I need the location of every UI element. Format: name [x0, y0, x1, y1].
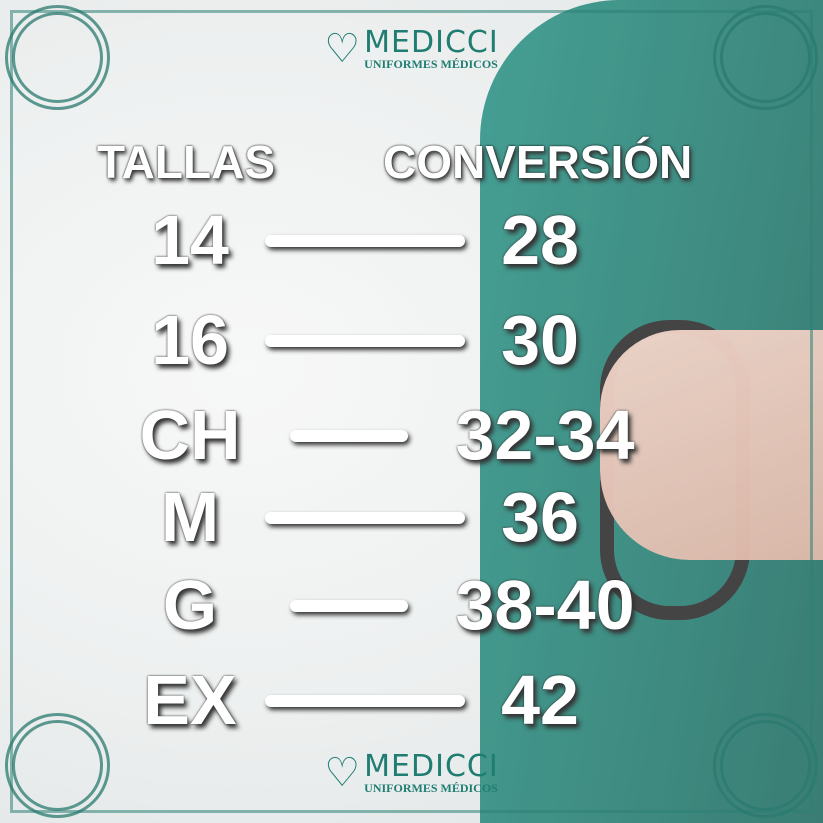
- ornament-corner: [713, 5, 818, 110]
- nurse-arm-photo: [600, 330, 823, 560]
- size-row: 16 30: [151, 301, 579, 379]
- ornament-corner: [713, 713, 818, 818]
- ornamental-border: [10, 10, 813, 813]
- ornament-corner: [5, 713, 110, 818]
- size-row: 14 28: [151, 201, 579, 279]
- connector-line: [265, 512, 465, 524]
- connector-line: [290, 600, 408, 612]
- connector-line: [265, 695, 465, 707]
- size-row: CH 32-34: [139, 396, 635, 474]
- size-row: G 38-40: [162, 566, 635, 644]
- logo-top: ♡ MEDICCI UNIFORMES MÉDICOS: [324, 25, 499, 71]
- size-row: M 36: [160, 478, 579, 556]
- heart-stethoscope-icon: ♡: [324, 27, 361, 71]
- logo-bottom: ♡ MEDICCI UNIFORMES MÉDICOS: [324, 749, 499, 795]
- heart-stethoscope-icon: ♡: [324, 751, 361, 795]
- ornament-corner: [5, 5, 110, 110]
- connector-line: [265, 235, 465, 247]
- connector-line: [265, 335, 465, 347]
- header-tallas: TALLAS: [97, 136, 276, 188]
- size-row: EX 42: [143, 661, 579, 739]
- header-conversion: CONVERSIÓN: [383, 136, 693, 188]
- connector-line: [290, 430, 408, 442]
